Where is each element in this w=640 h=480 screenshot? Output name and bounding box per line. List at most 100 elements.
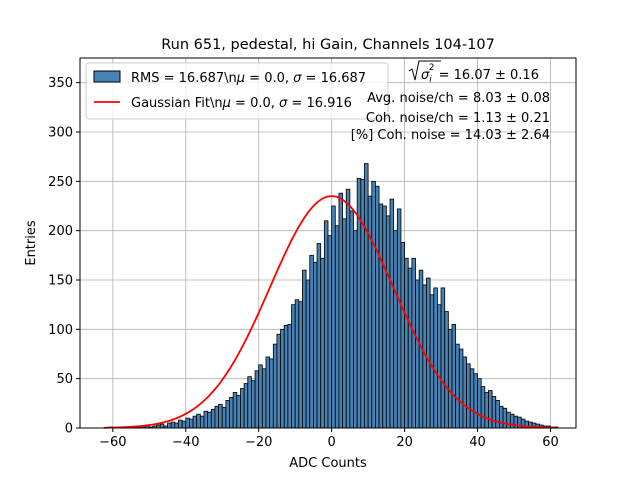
coh-noise-annotation: Coh. noise/ch = 1.13 ± 0.21 <box>366 111 550 126</box>
histogram-bar <box>225 399 230 429</box>
histogram-bar <box>488 390 493 429</box>
histogram-bar <box>236 395 241 429</box>
histogram-bar <box>302 269 307 429</box>
histogram-bar <box>221 406 227 429</box>
histogram-bar <box>243 383 249 429</box>
histogram-bar <box>291 304 296 429</box>
histogram-bar <box>378 203 384 429</box>
histogram-bar <box>232 392 238 429</box>
histogram-bar <box>334 225 340 429</box>
histogram-bar <box>258 364 263 429</box>
histogram-bar <box>196 413 201 429</box>
histogram-bar <box>491 396 497 429</box>
x-tick-label: −20 <box>245 435 272 450</box>
histogram-bar <box>210 408 216 429</box>
histogram-bar <box>287 323 292 429</box>
histogram-bar <box>364 163 369 429</box>
histogram-bar <box>360 178 365 429</box>
histogram-bar <box>440 287 446 429</box>
histogram-bar <box>294 299 300 429</box>
histogram-bar <box>382 205 387 429</box>
histogram-bar <box>178 419 183 429</box>
legend-box <box>85 62 389 120</box>
histogram-bar <box>455 343 460 429</box>
histogram-bar <box>371 180 376 429</box>
histogram-bar <box>247 376 252 429</box>
histogram-bar <box>484 392 489 429</box>
histogram-bar <box>276 333 281 429</box>
histogram-bar <box>309 254 314 429</box>
histogram-bar <box>480 386 486 429</box>
histogram-bar <box>199 415 205 429</box>
sqrt-sigma-annotation: σi2 = 16.07 ± 0.16 <box>421 63 539 85</box>
histogram-bar <box>429 294 435 429</box>
histogram-bar <box>389 198 395 429</box>
histogram-bar <box>207 411 212 429</box>
histogram-bar <box>170 421 176 429</box>
histogram-bar <box>269 358 274 429</box>
legend-label-rms: RMS = 16.687\nμ = 0.0, σ = 16.687 <box>131 71 366 86</box>
histogram-bar <box>192 415 198 429</box>
y-axis-ticks: 0 50 100 150 200 250 300 350 <box>48 76 80 437</box>
histogram-bar <box>396 208 402 429</box>
histogram-bar <box>407 267 413 429</box>
histogram-bar <box>415 279 420 429</box>
histogram-bar <box>495 399 500 429</box>
histogram-bar <box>280 328 285 429</box>
histogram-bar <box>229 397 234 429</box>
histogram-bar <box>272 343 278 429</box>
avg-noise-annotation: Avg. noise/ch = 8.03 ± 0.08 <box>367 91 550 106</box>
histogram-bar <box>499 405 504 429</box>
histogram-bar <box>214 405 219 429</box>
histogram-bar <box>320 257 325 429</box>
x-tick-label: 20 <box>396 435 413 450</box>
histogram-bar <box>185 417 190 429</box>
y-tick-label: 250 <box>48 175 73 190</box>
histogram-bar <box>305 279 311 429</box>
histogram-bar <box>331 205 336 429</box>
x-axis-ticks: −60 −40 −20 0 20 40 60 <box>99 428 559 450</box>
histogram-bar <box>342 218 347 429</box>
histogram-bar <box>426 277 431 429</box>
gaussian-fit <box>103 195 556 429</box>
histogram-bar <box>411 257 416 429</box>
histogram-bar <box>433 287 438 429</box>
histogram-bar <box>404 257 409 429</box>
histogram-bar <box>261 368 267 429</box>
histogram-bar <box>327 235 333 429</box>
gaussian-fit-line <box>103 195 556 429</box>
histogram-bar <box>477 378 482 429</box>
chart-title: Run 651, pedestal, hi Gain, Channels 104… <box>161 37 495 53</box>
x-tick-label: 0 <box>328 435 336 450</box>
x-tick-label: 40 <box>469 435 486 450</box>
noise-annotations: σi2 = 16.07 ± 0.16 Avg. noise/ch = 8.03 … <box>351 60 550 143</box>
y-tick-label: 350 <box>48 76 73 91</box>
sqrt-symbol <box>408 60 441 81</box>
legend: RMS = 16.687\nμ = 0.0, σ = 16.687 Gaussi… <box>85 62 389 120</box>
histogram-bar <box>338 192 343 429</box>
histogram-bar <box>385 215 391 429</box>
histogram-bar <box>458 348 464 429</box>
histogram-bar <box>254 370 260 429</box>
histogram-bar <box>400 242 405 429</box>
histogram-bar <box>251 380 256 429</box>
y-tick-label: 300 <box>48 126 73 141</box>
histogram-bar <box>393 230 398 429</box>
histogram-bar <box>375 185 380 429</box>
histogram-bar <box>349 210 354 429</box>
histogram-bar <box>240 388 245 429</box>
histogram-bar <box>509 413 515 429</box>
histogram-bar <box>298 301 303 429</box>
y-tick-label: 200 <box>48 224 73 239</box>
legend-label-fit: Gaussian Fit\nμ = 0.0, σ = 16.916 <box>131 96 352 111</box>
histogram-bar <box>469 368 475 429</box>
histogram-bar <box>159 423 165 429</box>
histogram-bar <box>323 220 329 429</box>
histogram-bar <box>167 422 172 429</box>
histogram-bar <box>462 356 467 429</box>
histogram-bar <box>353 230 358 429</box>
histogram-bar <box>313 261 318 429</box>
histogram-bar <box>181 420 187 429</box>
coh-noise-percent-annotation: [%] Coh. noise = 14.03 ± 2.64 <box>351 128 550 143</box>
